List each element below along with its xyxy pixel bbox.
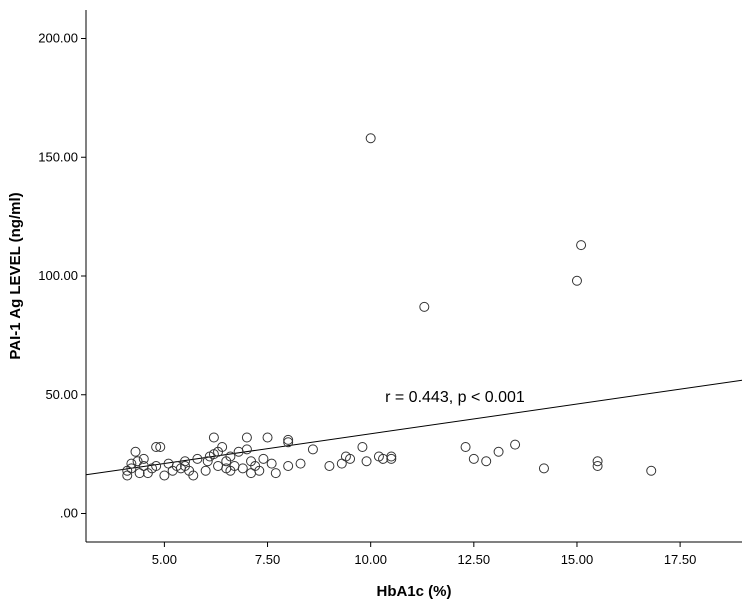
x-ticks: 5.00 7.50 10.00 12.50 15.00 17.50 bbox=[152, 542, 697, 567]
data-point bbox=[217, 442, 228, 452]
x-axis-title: HbA1c (%) bbox=[376, 583, 451, 600]
data-point bbox=[188, 470, 199, 481]
data-point bbox=[270, 468, 281, 479]
data-point bbox=[365, 133, 376, 144]
data-point bbox=[386, 453, 397, 464]
x-tick-label: 10.00 bbox=[354, 552, 387, 567]
data-point bbox=[283, 434, 294, 445]
y-ticks: .00 50.00 100.00 150.00 200.00 bbox=[38, 31, 86, 521]
y-tick-label: .00 bbox=[60, 506, 78, 521]
data-point bbox=[510, 439, 521, 450]
data-point bbox=[283, 461, 294, 471]
data-point bbox=[159, 470, 170, 481]
correlation-annotation: r = 0.443, p < 0.001 bbox=[385, 389, 525, 406]
data-point bbox=[155, 442, 166, 452]
data-point bbox=[241, 444, 252, 455]
data-point bbox=[254, 465, 265, 476]
data-point bbox=[361, 456, 372, 467]
data-point bbox=[200, 465, 211, 476]
data-point bbox=[345, 453, 356, 464]
data-point bbox=[283, 437, 294, 448]
x-tick-label: 12.50 bbox=[458, 552, 491, 567]
data-point bbox=[192, 453, 203, 464]
data-point bbox=[126, 463, 137, 474]
data-point bbox=[258, 453, 269, 464]
y-tick-label: 200.00 bbox=[38, 31, 78, 46]
data-points bbox=[122, 133, 657, 481]
data-point bbox=[307, 444, 318, 455]
data-point bbox=[386, 451, 397, 462]
data-point bbox=[180, 456, 191, 467]
regression-line bbox=[85, 379, 743, 476]
x-tick-label: 5.00 bbox=[152, 552, 177, 567]
data-point bbox=[138, 453, 149, 464]
y-tick-label: 100.00 bbox=[38, 268, 78, 283]
y-tick-label: 50.00 bbox=[45, 387, 78, 402]
data-point bbox=[468, 453, 479, 464]
data-point bbox=[295, 458, 306, 469]
data-point bbox=[225, 451, 236, 462]
data-point bbox=[324, 461, 335, 471]
data-point bbox=[202, 456, 213, 467]
data-point bbox=[126, 458, 137, 469]
y-axis-title: PAI-1 Ag LEVEL (ng/ml) bbox=[7, 192, 24, 359]
data-point bbox=[592, 456, 603, 467]
y-tick-label: 150.00 bbox=[38, 149, 78, 164]
x-tick-label: 17.50 bbox=[664, 552, 697, 567]
data-point bbox=[237, 463, 248, 474]
data-point bbox=[646, 465, 657, 476]
data-point bbox=[262, 432, 273, 443]
data-point bbox=[151, 442, 162, 452]
data-point bbox=[357, 442, 368, 452]
data-point bbox=[208, 432, 219, 443]
data-point bbox=[576, 240, 587, 251]
x-tick-label: 7.50 bbox=[255, 552, 280, 567]
data-point bbox=[493, 446, 504, 457]
data-point bbox=[460, 442, 471, 452]
data-point bbox=[151, 461, 162, 471]
data-point bbox=[132, 456, 143, 467]
data-point bbox=[538, 463, 549, 474]
data-point bbox=[241, 432, 252, 443]
data-point bbox=[592, 461, 603, 471]
data-point bbox=[571, 275, 582, 286]
data-point bbox=[266, 458, 277, 469]
data-point bbox=[481, 456, 492, 467]
data-point bbox=[130, 446, 141, 457]
x-tick-label: 15.00 bbox=[561, 552, 594, 567]
data-point bbox=[419, 301, 430, 312]
